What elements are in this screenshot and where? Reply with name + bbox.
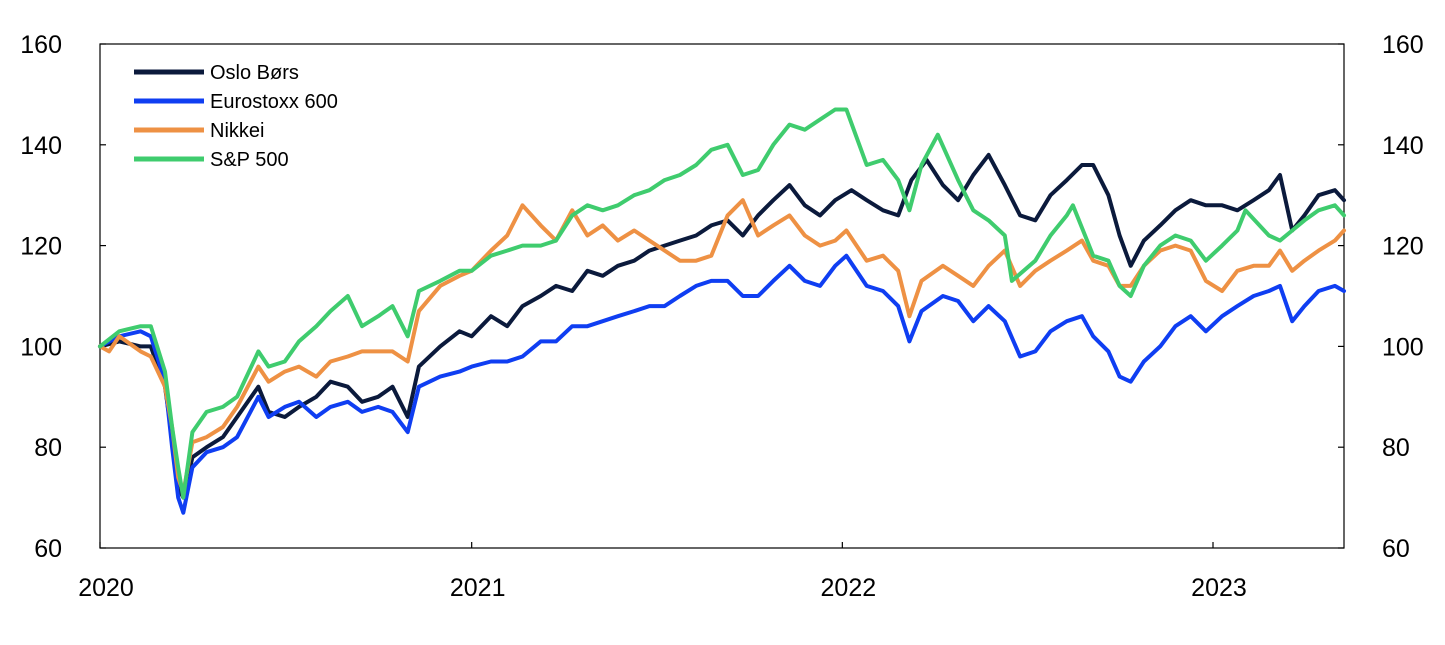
- series-group: [98, 107, 1346, 515]
- y-tick-label-left: 120: [20, 233, 62, 261]
- y-tick-label-left: 140: [20, 132, 62, 160]
- y-tick-label-right: 80: [1382, 434, 1410, 462]
- series-line-1: [98, 152, 1346, 500]
- series-line-4: [98, 107, 1346, 500]
- legend: Oslo Børs Eurostoxx 600 Nikkei S&P 500: [134, 62, 338, 171]
- plot-frame: [99, 43, 1345, 549]
- x-tick-label: 2021: [450, 574, 506, 602]
- x-tick-label: 2023: [1191, 574, 1247, 602]
- y-tick-label-left: 160: [20, 31, 62, 59]
- y-tick-label-right: 60: [1382, 535, 1410, 563]
- axes: 60 60 80 80 100 100 120 120 140 140 160 160 2020 2021…: [20, 31, 1423, 602]
- x-tick-label: 2020: [78, 574, 134, 602]
- y-tick-label-left: 60: [34, 535, 62, 563]
- legend-label-2: Eurostoxx 600: [210, 91, 338, 113]
- legend-label-4: S&P 500: [210, 149, 289, 171]
- series-line-2: [98, 253, 1346, 515]
- y-tick-label-right: 100: [1382, 333, 1424, 361]
- y-tick-label-left: 80: [34, 434, 62, 462]
- y-tick-label-left: 100: [20, 333, 62, 361]
- y-tick-label-right: 120: [1382, 233, 1424, 261]
- y-tick-label-right: 160: [1382, 31, 1424, 59]
- x-tick-label: 2022: [821, 574, 877, 602]
- legend-label-1: Oslo Børs: [210, 62, 299, 84]
- y-tick-label-right: 140: [1382, 132, 1424, 160]
- legend-label-3: Nikkei: [210, 120, 264, 142]
